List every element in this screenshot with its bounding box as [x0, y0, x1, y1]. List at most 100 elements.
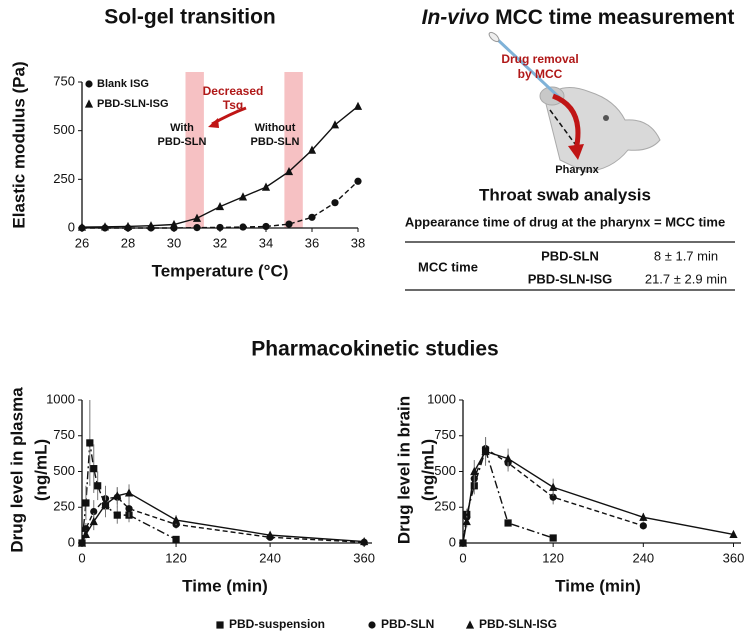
point [215, 201, 225, 211]
y-tick-label: 0 [68, 534, 75, 549]
point [239, 223, 247, 231]
x-tick-label: 120 [542, 550, 564, 565]
mcc-title: In-vivo MCC time measurement [422, 6, 735, 29]
y-tick-label: 750 [53, 427, 75, 442]
highlight-band [284, 72, 303, 228]
x-tick-label: 240 [259, 550, 281, 565]
x-tick-label: 34 [259, 235, 273, 250]
point [549, 482, 558, 491]
point [353, 101, 363, 110]
point [330, 120, 340, 129]
x-tick-label: 30 [167, 235, 181, 250]
y-tick-label: 250 [53, 499, 75, 514]
annotation: Drug removal [501, 52, 578, 66]
y-tick-label: 250 [53, 171, 75, 186]
x-tick-label: 360 [353, 550, 375, 565]
point [84, 99, 94, 108]
point [192, 213, 202, 222]
section-title: Throat swab analysis [479, 185, 651, 204]
point [90, 465, 98, 473]
table-cell: 21.7 ± 2.9 min [645, 271, 727, 286]
x-tick-label: 360 [723, 550, 745, 565]
section-title: Pharmacokinetic studies [251, 338, 498, 361]
point [458, 538, 468, 547]
y-tick-label: 500 [434, 463, 456, 478]
series-line [462, 450, 734, 544]
point [285, 220, 293, 228]
table-cell: MCC time [418, 259, 478, 274]
point [77, 538, 87, 547]
point [462, 516, 471, 526]
point [125, 505, 133, 513]
point [368, 621, 376, 629]
point [262, 222, 270, 231]
series-line [81, 492, 365, 544]
legend-label: PBD-SLN-ISG [97, 98, 169, 110]
point [101, 499, 110, 508]
y-axis-label: Drug level in plasma [7, 387, 26, 553]
definition: Appearance time of drug at the pharynx =… [405, 214, 725, 229]
y-tick-label: 750 [434, 427, 456, 442]
point [360, 536, 369, 546]
y-axis-label: (ng/mL) [418, 439, 437, 501]
y-tick-label: 500 [53, 122, 75, 137]
x-tick-label: 120 [165, 550, 187, 565]
point [171, 515, 181, 524]
point [82, 499, 90, 507]
y-axis-label: Drug level in brain [394, 396, 413, 544]
point [549, 534, 557, 542]
point [470, 466, 479, 476]
mcc-title-italic: In-vivo [422, 6, 490, 29]
legend-label: PBD-SLN-ISG [479, 617, 557, 631]
mcc-title-rest: MCC time measurement [489, 6, 734, 29]
point [81, 529, 91, 539]
annotation: PBD-SLN [251, 136, 300, 148]
y-tick-label: 0 [449, 534, 456, 549]
highlight-band [185, 72, 204, 228]
x-axis-label: Temperature (°C) [152, 261, 289, 280]
y-tick-label: 1000 [427, 391, 456, 406]
point [216, 621, 224, 629]
point [85, 80, 93, 88]
point [146, 221, 156, 230]
point [481, 446, 490, 456]
point [113, 491, 122, 500]
table-cell: PBD-SLN-ISG [528, 271, 613, 286]
legend-label: PBD-suspension [229, 617, 325, 631]
y-tick-label: 1000 [46, 391, 75, 406]
chart-title: Sol-gel transition [104, 6, 276, 29]
point [639, 522, 647, 530]
point [503, 454, 513, 463]
point [331, 199, 339, 207]
y-tick-label: 250 [434, 499, 456, 514]
series-line [81, 496, 365, 544]
point [284, 166, 294, 176]
point [89, 516, 98, 526]
point [465, 620, 475, 629]
x-tick-label: 32 [213, 235, 227, 250]
y-axis-label: (ng/mL) [31, 439, 50, 501]
point [238, 192, 248, 201]
legend-label: PBD-SLN [381, 617, 434, 631]
point [549, 493, 557, 501]
point [113, 511, 121, 519]
point [86, 439, 94, 447]
x-tick-label: 36 [305, 235, 319, 250]
point [77, 222, 87, 231]
point [261, 182, 271, 191]
annotation-arrow [208, 118, 219, 128]
mouse-illustration [488, 31, 661, 173]
y-tick-label: 750 [53, 73, 75, 88]
x-tick-label: 26 [75, 235, 89, 250]
x-tick-label: 0 [459, 550, 466, 565]
series-line [462, 447, 554, 544]
point [216, 223, 224, 232]
point [639, 512, 648, 521]
point [504, 519, 512, 527]
legend-label: Blank ISG [97, 78, 149, 90]
point [90, 507, 98, 516]
y-tick-label: 0 [68, 219, 75, 234]
table-cell: PBD-SLN [541, 248, 599, 263]
point [172, 535, 180, 544]
